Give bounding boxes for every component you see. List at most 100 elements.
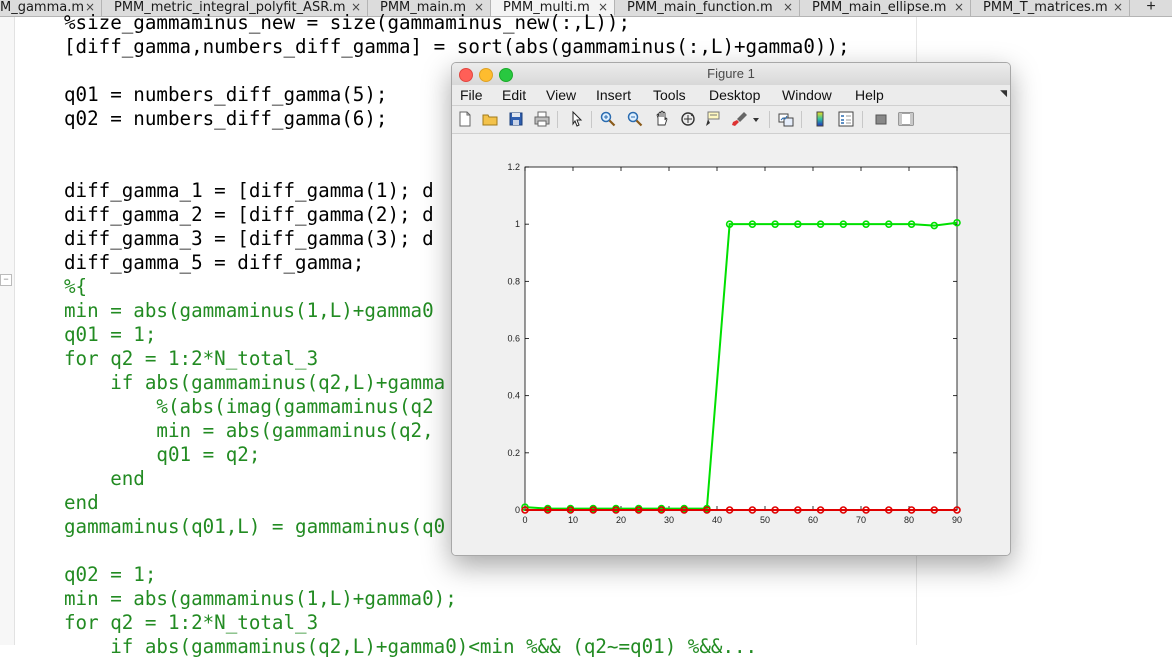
series-1-point: [907, 506, 916, 514]
pan-icon[interactable]: [653, 110, 671, 128]
pointer-icon[interactable]: [568, 110, 586, 128]
series-1-point: [566, 506, 575, 514]
series-0-point: [794, 220, 802, 228]
menu-help[interactable]: Help: [855, 87, 884, 103]
tab-close-icon[interactable]: ×: [350, 0, 361, 14]
series-0-point: [816, 220, 825, 228]
menu-insert[interactable]: Insert: [596, 87, 632, 103]
menu-tools[interactable]: Tools: [653, 87, 686, 103]
x-tick-label: 90: [952, 515, 962, 525]
tab-pmm-main-ellipse[interactable]: PMM_main_ellipse.m ×: [800, 0, 971, 16]
series-0-point: [907, 220, 916, 228]
figure-window[interactable]: Figure 1 File Edit View Insert Tools Des…: [451, 62, 1011, 556]
series-1-point: [521, 506, 529, 514]
series-1-point: [930, 506, 939, 514]
show-plot-tools-icon[interactable]: [897, 110, 915, 128]
menu-file[interactable]: File: [460, 87, 483, 103]
code-line: if abs(gammaminus(q2,L)+gamma: [64, 371, 446, 394]
series-1-point: [953, 506, 961, 514]
series-0-point: [725, 220, 734, 228]
window-close-button[interactable]: [459, 68, 473, 82]
tab-close-icon[interactable]: ×: [782, 0, 793, 14]
zoom-out-icon[interactable]: [626, 110, 644, 128]
tab-close-icon[interactable]: ×: [84, 0, 95, 14]
x-tick-label: 30: [664, 515, 674, 525]
tab-pmm-main[interactable]: PMM_main.m ×: [368, 0, 491, 16]
toolbar-separator: [591, 111, 592, 128]
new-figure-icon[interactable]: [456, 110, 474, 128]
tab-close-icon[interactable]: ×: [1112, 0, 1123, 14]
y-tick-label: 0.6: [507, 334, 520, 344]
window-maximize-button[interactable]: [499, 68, 513, 82]
toolbar-separator: [769, 111, 770, 128]
new-tab-button[interactable]: +: [1129, 0, 1172, 16]
tab-pmm-metric-integral[interactable]: PMM_metric_integral_polyfit_ASR.m ×: [102, 0, 368, 16]
code-fold-icon[interactable]: −: [0, 274, 12, 286]
tab-pmm-t-matrices[interactable]: PMM_T_matrices.m ×: [971, 0, 1130, 16]
code-line: q02 = 1;: [64, 563, 157, 586]
axes-box: [524, 166, 958, 511]
code-line: min = abs(gammaminus(1,L)+gamma0: [64, 299, 434, 322]
code-line: [diff_gamma,numbers_diff_gamma] = sort(a…: [64, 35, 850, 58]
series-0-point: [884, 220, 893, 228]
code-line: if abs(gammaminus(q2,L)+gamma0)<min %&& …: [64, 635, 758, 658]
tab-label: PMM_main_ellipse.m: [812, 0, 947, 15]
legend-icon[interactable]: [837, 110, 855, 128]
series-0-point: [771, 220, 779, 228]
figure-toolbar: [452, 106, 1010, 134]
series-0-point: [930, 221, 939, 230]
code-line: q02 = numbers_diff_gamma(6);: [64, 107, 388, 130]
rotate-3d-icon[interactable]: [679, 110, 697, 128]
tab-close-icon[interactable]: ×: [953, 0, 964, 14]
code-line: q01 = numbers_diff_gamma(5);: [64, 83, 388, 106]
zoom-in-icon[interactable]: [599, 110, 617, 128]
figure-title-bar[interactable]: Figure 1: [452, 63, 1010, 86]
open-file-icon[interactable]: [481, 110, 499, 128]
series-1-point: [884, 506, 893, 514]
series-0-point: [862, 220, 870, 228]
editor-gutter: [0, 17, 15, 645]
series-1-point: [589, 506, 598, 514]
brush-icon[interactable]: [731, 110, 749, 128]
code-line: diff_gamma_2 = [diff_gamma(2); d: [64, 203, 434, 226]
code-line: diff_gamma_1 = [diff_gamma(1); d: [64, 179, 434, 202]
menu-window[interactable]: Window: [782, 87, 832, 103]
save-icon[interactable]: [507, 110, 525, 128]
data-cursor-icon[interactable]: [704, 110, 722, 128]
series-1-point: [543, 506, 552, 514]
colorbar-icon[interactable]: [811, 110, 829, 128]
print-icon[interactable]: [533, 110, 551, 128]
code-line: gammaminus(q01,L) = gammaminus(q0: [64, 515, 446, 538]
x-tick-label: 0: [522, 515, 527, 525]
figure-canvas[interactable]: 0 10 20 30 40 50 60 70 80 90 0 0.2 0.4 0.6 0.8 1 1.2: [452, 134, 1010, 555]
tab-m-gamma[interactable]: M_gamma.m ×: [0, 0, 102, 16]
menu-view[interactable]: View: [546, 87, 577, 103]
series-1-point: [771, 506, 779, 514]
hide-plot-tools-icon[interactable]: [872, 110, 890, 128]
menu-resize-icon[interactable]: ◥: [1000, 88, 1007, 98]
code-line: %{: [64, 275, 88, 298]
menu-desktop[interactable]: Desktop: [709, 87, 761, 103]
code-line: %(abs(imag(gammaminus(q2: [64, 395, 434, 418]
tab-close-icon[interactable]: ×: [597, 0, 608, 14]
editor-tab-bar: M_gamma.m × PMM_metric_integral_polyfit_…: [0, 0, 1172, 17]
brush-dropdown-icon[interactable]: [751, 110, 761, 128]
tab-pmm-multi[interactable]: PMM_multi.m ×: [491, 0, 615, 16]
tab-close-icon[interactable]: ×: [473, 0, 484, 14]
plot-area[interactable]: 0 10 20 30 40 50 60 70 80 90 0 0.2 0.4 0.6 0.8 1 1.2: [452, 134, 1010, 555]
window-minimize-button[interactable]: [479, 68, 493, 82]
y-tick-label: 0: [515, 505, 520, 515]
series-1-point: [816, 506, 825, 514]
series-1-point: [794, 506, 802, 514]
tab-label: PMM_T_matrices.m: [983, 0, 1108, 15]
code-line: for q2 = 1:2*N_total_3: [64, 347, 319, 370]
menu-edit[interactable]: Edit: [502, 87, 527, 103]
y-tick-label: 0.2: [507, 448, 520, 458]
series-1-point: [839, 506, 848, 514]
x-tick-label: 20: [616, 515, 626, 525]
figure-menu-bar: File Edit View Insert Tools Desktop Wind…: [452, 85, 1010, 106]
series-0-point: [839, 220, 848, 228]
tab-label: PMM_main.m: [380, 0, 467, 15]
link-plot-icon[interactable]: [777, 110, 795, 128]
tab-pmm-main-function[interactable]: PMM_main_function.m ×: [615, 0, 800, 16]
